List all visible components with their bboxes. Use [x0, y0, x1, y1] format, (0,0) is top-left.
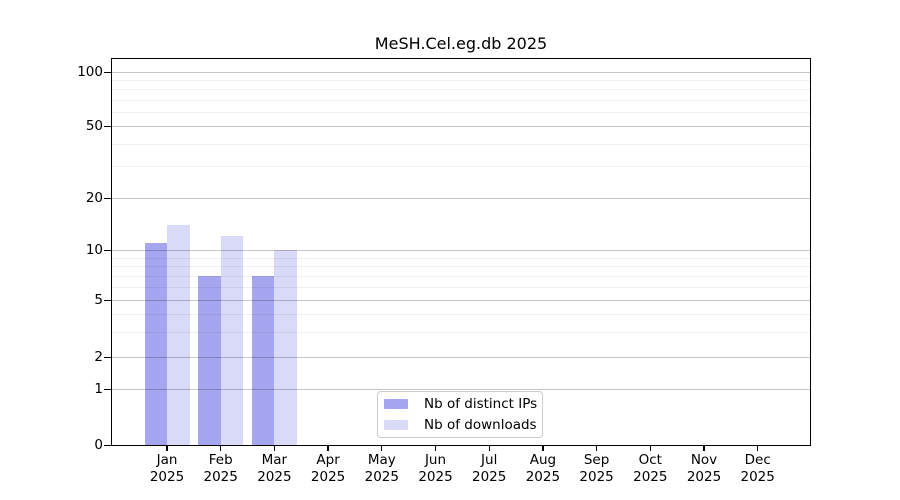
y-axis-tick-label: 0 [94, 436, 103, 453]
y-axis-tick [104, 197, 111, 199]
minor-gridline [112, 111, 810, 113]
minor-gridline [112, 275, 810, 277]
x-label-year: 2025 [364, 468, 399, 485]
chart-title: MeSH.Cel.eg.db 2025 [374, 34, 548, 53]
plot-area [111, 58, 811, 446]
legend-swatch-downloads [384, 420, 408, 430]
x-label-year: 2025 [257, 468, 292, 485]
x-axis-tick-label: Jun 2025 [401, 452, 471, 485]
minor-gridline [112, 266, 810, 268]
minor-gridline [112, 313, 810, 315]
x-label-month: Jun [424, 452, 447, 468]
x-label-year: 2025 [472, 468, 507, 485]
minor-gridline [112, 331, 810, 333]
x-label-month: Apr [316, 452, 340, 468]
x-label-year: 2025 [418, 468, 453, 485]
x-axis-tick [220, 446, 222, 451]
bar-downloads-mar [274, 250, 297, 445]
x-axis-tick [703, 446, 705, 451]
x-label-month: Jan [156, 452, 178, 468]
x-axis-tick-label: Nov 2025 [669, 452, 739, 485]
y-axis-tick [104, 71, 111, 73]
major-gridline [112, 389, 810, 390]
x-axis-tick [595, 446, 598, 451]
x-axis-tick-label: Dec 2025 [723, 452, 793, 485]
x-axis-tick [757, 446, 759, 451]
y-axis-tick [104, 444, 111, 446]
minor-gridline [112, 99, 810, 101]
x-label-year: 2025 [525, 468, 561, 485]
x-label-year: 2025 [149, 468, 185, 485]
x-label-month: May [367, 452, 396, 468]
bar-downloads-feb [220, 236, 244, 445]
bar-distinct-ips-feb [198, 275, 221, 445]
major-gridline [112, 250, 810, 251]
legend-item-distinct-ips: Nb of distinct IPs [384, 395, 542, 413]
bar-distinct-ips-jan [144, 242, 167, 445]
y-axis-tick-label: 50 [85, 117, 103, 134]
x-axis-tick [542, 446, 544, 451]
x-label-year: 2025 [740, 468, 775, 485]
legend: Nb of distinct IPs Nb of downloads [377, 391, 543, 438]
major-gridline [112, 126, 810, 127]
x-axis-tick-label: Sep 2025 [562, 452, 632, 485]
major-gridline [112, 357, 810, 358]
x-axis-tick-label: Aug 2025 [508, 452, 578, 485]
x-axis-tick-label: Apr 2025 [293, 452, 363, 485]
x-axis-tick [434, 446, 437, 451]
major-gridline [112, 72, 810, 73]
x-axis-tick-label: Jan 2025 [132, 452, 202, 485]
minor-gridline [112, 166, 810, 168]
x-axis-tick [488, 446, 490, 451]
minor-gridline [112, 80, 810, 82]
x-axis-tick-label: Feb 2025 [186, 452, 256, 485]
x-axis-tick-label: Jul 2025 [454, 452, 524, 485]
x-label-month: Dec [744, 452, 771, 468]
x-label-month: Aug [529, 452, 557, 468]
bar-downloads-jan [167, 224, 190, 445]
x-label-year: 2025 [310, 468, 346, 485]
legend-swatch-distinct-ips [384, 399, 408, 409]
legend-item-downloads: Nb of downloads [384, 416, 542, 434]
x-label-year: 2025 [579, 468, 614, 485]
y-axis-tick-label: 20 [85, 189, 103, 206]
y-axis-tick-label: 5 [94, 291, 103, 308]
major-gridline [112, 198, 810, 199]
x-axis-tick [381, 446, 383, 451]
x-label-month: Mar [261, 452, 288, 468]
x-axis-tick [273, 446, 276, 451]
minor-gridline [112, 143, 810, 145]
x-label-year: 2025 [686, 468, 722, 485]
y-axis-tick-label: 1 [94, 380, 103, 397]
x-label-year: 2025 [203, 468, 238, 485]
x-axis-tick-label: Mar 2025 [239, 452, 309, 485]
x-axis-tick-label: May 2025 [347, 452, 417, 485]
y-axis-tick [104, 249, 111, 251]
y-axis-tick [104, 388, 111, 390]
y-axis-tick [104, 125, 111, 127]
x-axis-tick [649, 446, 651, 451]
x-label-month: Sep [583, 452, 610, 468]
x-label-month: Nov [690, 452, 718, 468]
y-axis-tick [104, 299, 111, 301]
minor-gridline [112, 89, 810, 91]
x-label-month: Jul [481, 452, 498, 468]
major-gridline [112, 300, 810, 301]
x-label-month: Oct [638, 452, 662, 468]
bar-distinct-ips-mar [251, 275, 275, 445]
minor-gridline [112, 257, 810, 259]
y-axis-tick [104, 356, 111, 358]
x-axis-tick [327, 446, 329, 451]
x-label-month: Feb [208, 452, 233, 468]
y-axis-tick-label: 100 [77, 63, 103, 80]
legend-label-distinct-ips: Nb of distinct IPs [424, 396, 538, 412]
x-axis-tick-label: Oct 2025 [615, 452, 685, 485]
x-label-year: 2025 [633, 468, 668, 485]
x-axis-tick [166, 446, 168, 451]
legend-label-downloads: Nb of downloads [424, 417, 537, 433]
y-axis-tick-label: 2 [94, 348, 103, 365]
y-axis-tick-label: 10 [85, 241, 103, 258]
minor-gridline [112, 286, 810, 288]
